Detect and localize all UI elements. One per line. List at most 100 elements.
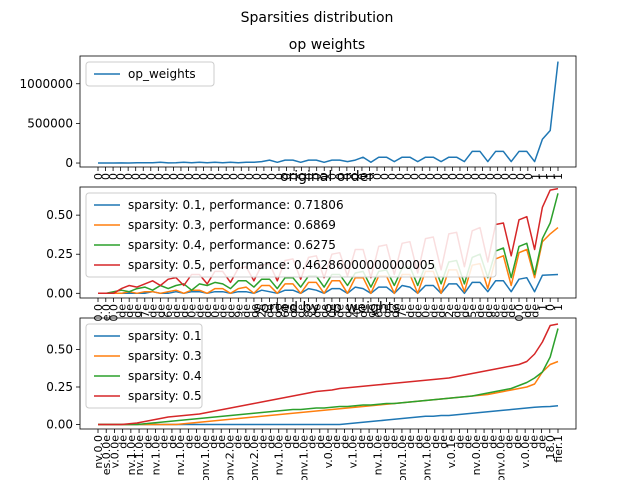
- x-tick-label: 0.0: [513, 304, 526, 322]
- x-tick-label: de: [264, 304, 277, 318]
- legend-label: sparsity: 0.5, performance: 0.4628600000…: [128, 258, 435, 272]
- x-tick-label: de: [248, 304, 261, 318]
- x-tick-label: 0: [213, 173, 226, 180]
- x-tick-label: de: [437, 435, 450, 449]
- y-tick-label: 0.00: [46, 286, 73, 300]
- x-tick-label: nv.1.0e: [371, 435, 384, 476]
- legend-box: [85, 61, 215, 87]
- x-tick-label: de: [306, 435, 319, 449]
- x-tick-label: es.0.0e: [100, 435, 113, 475]
- y-tick-label: 0.50: [46, 343, 73, 357]
- series-line: [98, 323, 559, 426]
- x-tick-label: 0: [288, 173, 301, 180]
- x-tick-label: de: [225, 304, 238, 318]
- x-tick-label: 0: [220, 173, 233, 180]
- x-tick-label: 0: [454, 173, 467, 180]
- x-tick-label: 0.0: [108, 304, 121, 322]
- x-tick-label: de: [334, 304, 347, 318]
- x-tick-label: de: [380, 435, 393, 449]
- x-tick-label: onv.0.0e: [495, 435, 508, 480]
- x-tick-label: nv.1.0e: [273, 435, 286, 476]
- y-tick-label: 0.25: [46, 380, 73, 394]
- x-tick-label: 0: [333, 173, 346, 180]
- x-tick-label: de: [117, 435, 130, 449]
- x-tick-label: de: [486, 435, 499, 449]
- x-tick-label: 6e: [162, 304, 175, 318]
- series-line: [98, 61, 559, 164]
- x-tick-label: 0e: [419, 304, 432, 318]
- x-tick-label: de: [287, 304, 300, 318]
- x-tick-label: 1: [529, 173, 542, 180]
- x-tick-label: onv.2.0e: [248, 435, 261, 480]
- x-tick-label: 7e: [139, 304, 152, 318]
- x-tick-label: de: [529, 304, 542, 318]
- x-tick-label: 0: [250, 173, 263, 180]
- x-tick-label: de: [404, 435, 417, 449]
- x-tick-label: 0: [386, 173, 399, 180]
- y-tick-label: 0.50: [46, 208, 73, 222]
- x-tick-label: 6e: [279, 304, 292, 318]
- x-tick-label: onv.2.0e: [223, 435, 236, 480]
- x-tick-label: de: [527, 435, 540, 449]
- x-tick-label: 0: [514, 173, 527, 180]
- plot-frame: [79, 186, 577, 299]
- legend-box: [85, 323, 203, 409]
- chart-op-weights: op weights 05000001000000000000000000000…: [20, 37, 577, 180]
- x-tick-label: de: [338, 435, 351, 449]
- x-tick-label: de: [505, 304, 518, 318]
- x-tick-label: 0: [492, 173, 505, 180]
- x-tick-label: 0: [265, 173, 278, 180]
- x-tick-label: 0: [167, 173, 180, 180]
- x-tick-label: de: [123, 304, 136, 318]
- x-tick-label: de: [497, 304, 510, 318]
- x-tick-label: 0e: [326, 304, 339, 318]
- x-tick-label: de: [310, 304, 323, 318]
- x-tick-label: 0: [462, 173, 475, 180]
- x-tick-label: 0: [394, 173, 407, 180]
- x-tick-label: de: [511, 435, 524, 449]
- x-tick-label: onv.1.0e: [396, 435, 409, 480]
- chart-original-order: original order 0.000.250.500.0e.00.0dede…: [46, 169, 577, 322]
- x-tick-label: 0: [115, 173, 128, 180]
- x-tick-label: 0: [477, 173, 490, 180]
- y-tick-label: 0: [65, 156, 73, 170]
- x-tick-label: nv.1.0e: [125, 435, 138, 476]
- x-tick-label: de: [193, 304, 206, 318]
- plot-frame: [79, 55, 577, 168]
- x-tick-label: 0: [228, 173, 241, 180]
- x-tick-label: de: [462, 435, 475, 449]
- x-tick-label: v.0.1e: [445, 435, 458, 469]
- x-tick-label: de: [451, 304, 464, 318]
- x-tick-label: de: [170, 304, 183, 318]
- x-tick-label: de: [357, 304, 370, 318]
- x-tick-label: 0: [205, 173, 218, 180]
- x-tick-label: 6e: [373, 304, 386, 318]
- x-tick-label: 1: [544, 173, 557, 180]
- series-line: [98, 273, 559, 295]
- x-tick-label: 0: [198, 173, 211, 180]
- figure-suptitle: Sparsities distribution: [241, 10, 394, 26]
- x-tick-label: 0: [484, 173, 497, 180]
- x-tick-label: de: [482, 304, 495, 318]
- x-tick-label: 18.0: [544, 435, 557, 460]
- x-tick-label: 0: [439, 173, 452, 180]
- x-tick-label: 0: [281, 173, 294, 180]
- x-tick-label: de: [240, 304, 253, 318]
- x-tick-label: 0: [175, 173, 188, 180]
- x-tick-label: 7e: [396, 304, 409, 318]
- x-tick-label: de: [289, 435, 302, 449]
- x-tick-label: 0: [371, 173, 384, 180]
- x-tick-label: de: [158, 435, 171, 449]
- x-tick-label: de: [217, 304, 230, 318]
- x-tick-label: 4e: [349, 304, 362, 318]
- y-tick-label: 500000: [27, 116, 73, 130]
- x-tick-label: de: [380, 304, 393, 318]
- x-tick-label: 0: [122, 173, 135, 180]
- x-tick-label: de: [318, 304, 331, 318]
- x-tick-label: de: [429, 435, 442, 449]
- x-tick-label: 0: [499, 173, 512, 180]
- x-tick-label: 0: [243, 173, 256, 180]
- x-tick-label: de: [453, 435, 466, 449]
- x-tick-label: 8e: [303, 304, 316, 318]
- x-tick-label: 0: [341, 173, 354, 180]
